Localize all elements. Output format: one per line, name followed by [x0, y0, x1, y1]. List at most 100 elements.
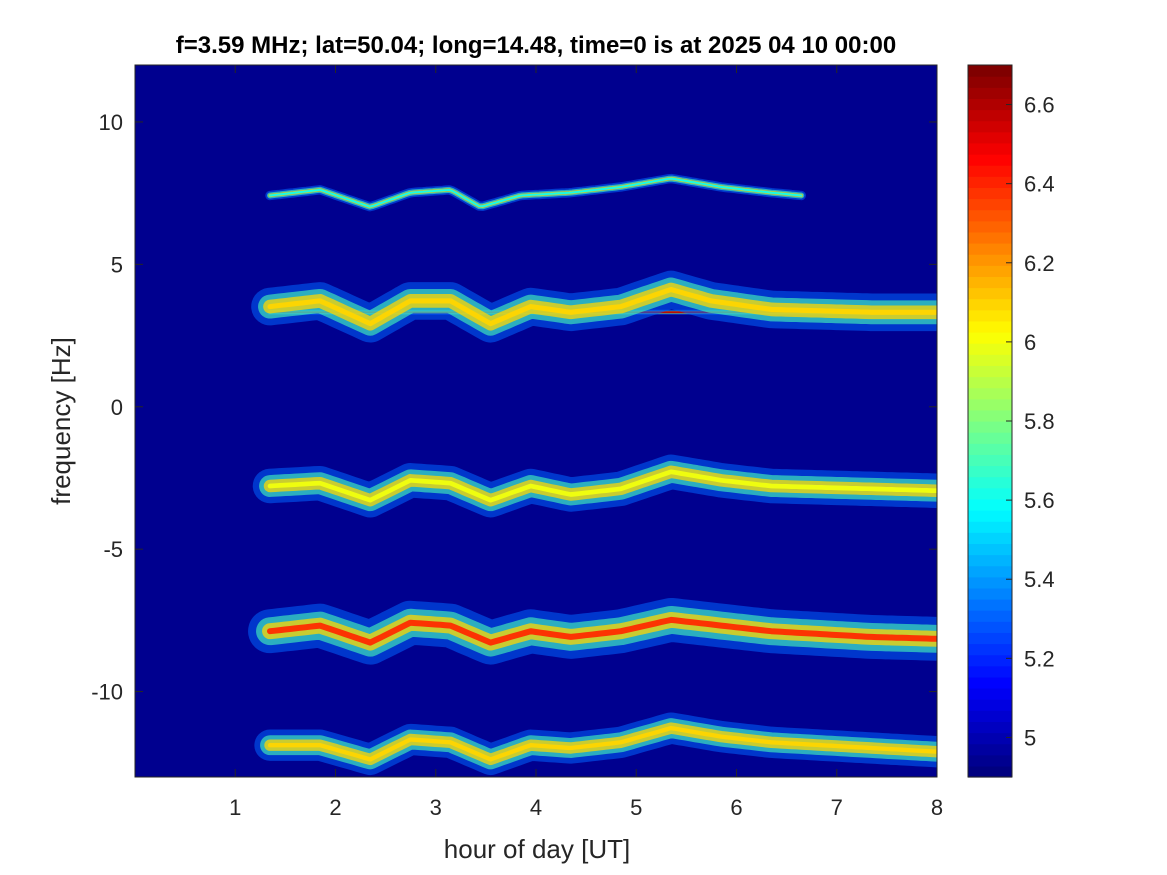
colorbar-step [968, 699, 1012, 711]
colorbar-step [968, 165, 1012, 177]
trace-band [267, 616, 937, 646]
x-tick-label: 2 [329, 795, 341, 820]
colorbar-step [968, 710, 1012, 722]
x-tick-label: 4 [530, 795, 542, 820]
colorbar-step [968, 465, 1012, 478]
colorbar-gradient [968, 65, 1012, 778]
colorbar-step [968, 765, 1012, 778]
colorbar-step [968, 187, 1012, 200]
trace-band [269, 177, 803, 208]
trace-band [267, 286, 937, 327]
colorbar-step [968, 665, 1012, 678]
colorbar-step [968, 276, 1012, 289]
x-axis: 1 2 3 4 5 6 7 8 [229, 65, 943, 820]
colorbar-tick-label: 6.4 [1024, 172, 1055, 197]
colorbar-step [968, 532, 1012, 544]
y-tick-label: -10 [91, 680, 123, 705]
colorbar-step [968, 76, 1012, 88]
colorbar-step [968, 743, 1012, 756]
colorbar-ticks: 6.6 6.4 6.2 6 5.8 5.6 5.4 5.2 5 [1006, 93, 1055, 750]
plot-clip [248, 173, 937, 776]
colorbar-step [968, 343, 1012, 355]
y-tick-label: 10 [99, 110, 123, 135]
colorbar-step [968, 154, 1012, 166]
colorbar-step [968, 476, 1012, 489]
colorbar-step [968, 287, 1012, 300]
colorbar-step [968, 209, 1012, 222]
x-tick-label: 7 [831, 795, 843, 820]
colorbar-step [968, 732, 1012, 745]
colorbar-tick-label: 5.2 [1024, 646, 1055, 671]
x-tick-label: 8 [931, 795, 943, 820]
colorbar-step [968, 231, 1012, 244]
colorbar-step [968, 599, 1012, 611]
colorbar-step [968, 554, 1012, 567]
colorbar-tick-label: 6.6 [1024, 93, 1055, 118]
x-axis-label: hour of day [UT] [444, 834, 630, 864]
plot-background [135, 65, 937, 777]
colorbar-step [968, 587, 1012, 600]
colorbar-step [968, 576, 1012, 589]
colorbar-step [968, 243, 1012, 255]
colorbar-step [968, 643, 1012, 656]
colorbar-step [968, 498, 1012, 511]
colorbar-step [968, 176, 1012, 188]
y-tick-label: 0 [111, 395, 123, 420]
colorbar-step [968, 421, 1012, 433]
colorbar-step [968, 510, 1012, 522]
colorbar-step [968, 65, 1012, 77]
colorbar-step [968, 332, 1012, 344]
y-tick-label: 5 [111, 252, 123, 277]
colorbar-step [968, 754, 1012, 767]
colorbar-step [968, 254, 1012, 266]
colorbar-tick-label: 6 [1024, 330, 1036, 355]
colorbar-step [968, 409, 1012, 422]
colorbar-step [968, 87, 1012, 99]
colorbar-step [968, 131, 1012, 144]
colorbar: 6.6 6.4 6.2 6 5.8 5.6 5.4 5.2 5 [967, 64, 1055, 778]
colorbar-step [968, 610, 1012, 622]
plot-area [134, 64, 938, 778]
trace-band [267, 469, 937, 503]
colorbar-tick-label: 5.4 [1024, 567, 1055, 592]
colorbar-step [968, 387, 1012, 400]
colorbar-step [968, 432, 1012, 444]
colorbar-step [968, 688, 1012, 700]
y-tick-label: -5 [103, 537, 123, 562]
colorbar-step [968, 632, 1012, 645]
colorbar-step [968, 265, 1012, 277]
colorbar-step [968, 354, 1012, 366]
colorbar-step [968, 721, 1012, 734]
colorbar-step [968, 543, 1012, 556]
x-tick-label: 1 [229, 795, 241, 820]
colorbar-step [968, 454, 1012, 467]
y-axis-label: frequency [Hz] [46, 337, 76, 505]
colorbar-tick-label: 5.6 [1024, 488, 1055, 513]
chart-title: f=3.59 MHz; lat=50.04; long=14.48, time=… [176, 32, 896, 59]
colorbar-step [968, 365, 1012, 378]
colorbar-step [968, 376, 1012, 389]
colorbar-step [968, 298, 1012, 311]
trace-band [267, 725, 937, 762]
colorbar-step [968, 676, 1012, 689]
x-tick-label: 5 [630, 795, 642, 820]
colorbar-step [968, 309, 1012, 322]
x-tick-label: 3 [430, 795, 442, 820]
colorbar-step [968, 120, 1012, 133]
colorbar-tick-label: 5 [1024, 725, 1036, 750]
colorbar-step [968, 198, 1012, 211]
y-axis: 10 5 0 -5 -10 [91, 110, 937, 705]
colorbar-step [968, 443, 1012, 455]
colorbar-step [968, 98, 1012, 111]
colorbar-step [968, 398, 1012, 411]
colorbar-step [968, 565, 1012, 578]
colorbar-step [968, 220, 1012, 233]
x-tick-label: 6 [730, 795, 742, 820]
colorbar-step [968, 521, 1012, 533]
colorbar-step [968, 654, 1012, 667]
colorbar-step [968, 109, 1012, 122]
colorbar-step [968, 320, 1012, 333]
colorbar-tick-label: 6.2 [1024, 251, 1055, 276]
colorbar-tick-label: 5.8 [1024, 409, 1055, 434]
